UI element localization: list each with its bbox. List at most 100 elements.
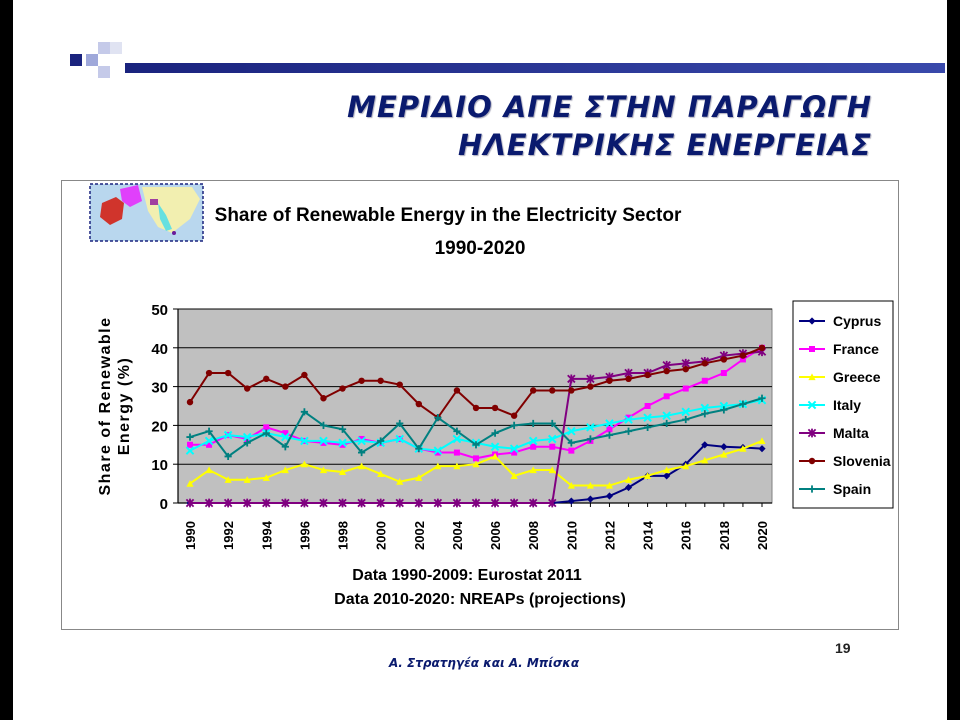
data-point-slovenia: [644, 371, 651, 379]
legend-label-greece: Greece: [833, 369, 881, 385]
y-tick-label: 50: [151, 302, 168, 319]
y-axis-label-line-2: Energy (%): [116, 357, 133, 456]
data-point-spain: [415, 445, 423, 453]
data-point-italy: [490, 442, 500, 452]
data-point-greece: [605, 481, 614, 489]
data-point-france: [244, 435, 251, 442]
data-point-spain: [224, 452, 232, 461]
data-point-slovenia: [739, 352, 747, 359]
data-point-malta: [185, 498, 195, 508]
data-point-greece: [243, 476, 251, 483]
series-layer: [185, 344, 767, 508]
data-point-spain: [548, 419, 556, 428]
data-point-italy: [300, 436, 309, 446]
data-point-malta: [490, 498, 500, 508]
data-point-greece: [300, 460, 308, 468]
legend-label-italy: Italy: [833, 397, 861, 413]
data-point-malta: [433, 498, 443, 508]
data-point-slovenia: [415, 400, 422, 408]
data-point-greece: [415, 474, 423, 481]
legend-marker-cyprus: [808, 317, 816, 325]
data-point-france: [625, 414, 632, 421]
data-point-france: [453, 449, 460, 456]
data-point-italy: [681, 407, 691, 417]
data-point-malta: [548, 498, 557, 508]
data-point-greece: [396, 478, 404, 485]
data-point-france: [473, 455, 479, 462]
decor-square-4: [86, 54, 98, 66]
data-point-spain: [300, 408, 308, 416]
legend-entry-spain: Spain: [799, 481, 871, 497]
data-point-cyprus: [624, 483, 633, 492]
data-point-spain: [186, 433, 194, 441]
slide: ΜΕΡΙΔΙΟ ΑΠΕ ΣΤΗΝ ΠΑΡΑΓΩΓΗ ΗΛΕΚΤΡΙΚΗΣ ΕΝΕ…: [13, 0, 947, 720]
data-point-malta: [281, 498, 290, 508]
data-point-greece: [720, 450, 728, 458]
data-point-france: [739, 356, 746, 363]
data-point-slovenia: [377, 377, 384, 384]
chart-title-line-2: 1990-2020: [435, 238, 526, 259]
data-point-spain: [281, 443, 289, 451]
data-point-malta: [357, 498, 366, 508]
data-point-greece: [567, 481, 575, 489]
x-tick-label: 1990: [183, 521, 198, 550]
data-point-france: [511, 449, 518, 456]
data-point-italy: [185, 446, 195, 455]
y-tick-label: 10: [151, 457, 168, 474]
page-number: 19: [835, 640, 851, 656]
data-point-italy: [509, 444, 519, 453]
decor-square-5: [98, 66, 110, 78]
data-point-slovenia: [396, 381, 403, 388]
data-point-malta: [204, 498, 214, 508]
data-point-greece: [644, 472, 652, 479]
decor-square-1: [98, 42, 110, 54]
data-point-france: [549, 443, 556, 450]
data-point-greece: [624, 476, 633, 483]
x-tick-label: 1996: [297, 521, 312, 550]
data-point-malta: [262, 498, 271, 508]
data-point-italy: [624, 415, 633, 424]
data-point-france: [663, 393, 670, 400]
x-tick-label: 1994: [259, 520, 274, 550]
data-point-italy: [700, 403, 710, 413]
series-greece: [186, 437, 766, 489]
data-point-greece: [586, 481, 594, 489]
x-tick-label: 2002: [412, 521, 427, 550]
data-point-spain: [472, 441, 480, 449]
data-point-spain: [396, 419, 404, 428]
data-point-spain: [243, 439, 251, 447]
x-tick-label: 2000: [374, 521, 389, 550]
data-point-malta: [376, 498, 385, 508]
x-tick-label: 2014: [641, 520, 656, 550]
data-point-greece: [358, 462, 366, 470]
data-point-italy: [281, 432, 290, 442]
legend-label-cyprus: Cyprus: [833, 313, 881, 329]
data-point-italy: [319, 436, 328, 446]
data-point-greece: [377, 470, 385, 477]
data-point-malta: [395, 498, 404, 508]
data-point-spain: [624, 427, 633, 435]
data-point-greece: [739, 445, 747, 452]
legend-label-spain: Spain: [833, 481, 871, 497]
data-point-greece: [701, 456, 709, 464]
data-point-greece: [491, 452, 499, 460]
x-tick-label: 1998: [336, 521, 351, 550]
legend-entry-slovenia: Slovenia: [799, 453, 891, 469]
data-point-france: [263, 424, 270, 431]
slide-title: ΜΕΡΙΔΙΟ ΑΠΕ ΣΤΗΝ ΠΑΡΑΓΩΓΗ ΗΛΕΚΤΡΙΚΗΣ ΕΝΕ…: [347, 88, 872, 164]
data-point-cyprus: [605, 492, 614, 500]
legend-entry-cyprus: Cyprus: [799, 313, 881, 329]
data-point-slovenia: [301, 371, 308, 379]
series-malta: [185, 347, 767, 508]
data-point-italy: [452, 434, 462, 444]
data-point-slovenia: [510, 412, 518, 419]
y-axis-label: Share of Renewable Energy (%): [97, 316, 133, 495]
data-point-italy: [586, 423, 595, 432]
legend-entry-france: France: [799, 341, 879, 357]
data-point-france: [568, 447, 575, 454]
europe-map-thumbnail: [89, 183, 204, 242]
data-point-spain: [262, 429, 270, 437]
legend-entry-italy: Italy: [799, 397, 861, 413]
legend-marker-spain: [808, 485, 816, 493]
data-point-france: [358, 435, 365, 442]
